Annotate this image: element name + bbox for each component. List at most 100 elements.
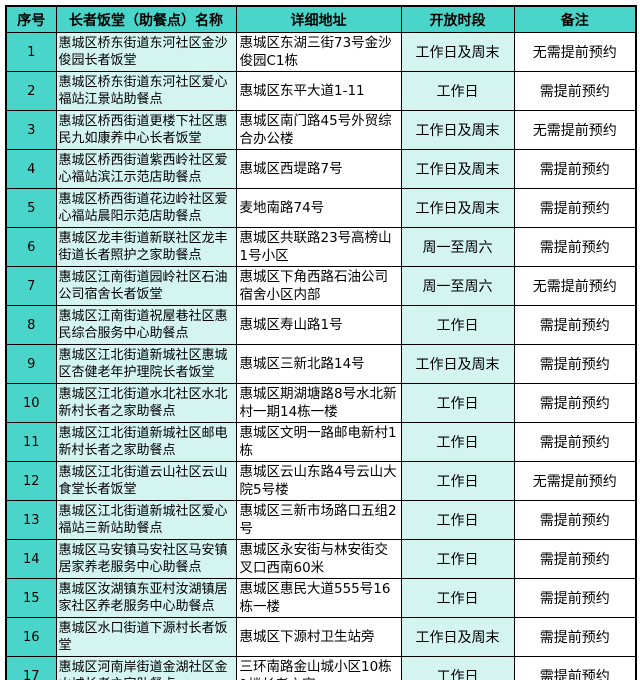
- cell-index: 13: [5, 500, 57, 540]
- cell-note: 无需提前预约: [513, 461, 637, 501]
- cell-address: 惠城区永安街与林安街交叉口西南60米: [235, 539, 402, 579]
- table-row: 12 惠城区江北街道云山社区云山食堂长者饭堂 惠城区云山东路4号云山大院5号楼 …: [5, 461, 637, 501]
- cell-hours: 工作日: [400, 500, 515, 540]
- cell-note: 无需提前预约: [513, 32, 637, 72]
- cell-address: 惠城区东湖三街73号金沙俊园C1栋: [235, 32, 402, 72]
- cell-index: 11: [5, 422, 57, 462]
- cell-address: 惠城区下角西路石油公司宿舍小区内部: [235, 266, 402, 306]
- cell-index: 2: [5, 71, 57, 111]
- cell-index: 1: [5, 32, 57, 72]
- cell-index: 12: [5, 461, 57, 501]
- table-row: 17 惠城区河南岸街道金湖社区金山城长者之家助餐点 三环南路金山城小区10栋1楼…: [5, 656, 637, 680]
- cell-name: 惠城区桥西街道更楼下社区惠民九如康养中心长者饭堂: [55, 110, 237, 150]
- table-row: 6 惠城区龙丰街道新联社区龙丰街道长者照护之家助餐点 惠城区共联路23号高榜山1…: [5, 227, 637, 267]
- table-row: 5 惠城区桥西街道花边岭社区爱心福站晨阳示范店助餐点 麦地南路74号 工作日及周…: [5, 188, 637, 228]
- table-row: 13 惠城区江北街道新城社区爱心福站三新站助餐点 惠城区三新市场路口五组2号 工…: [5, 500, 637, 540]
- table-row: 14 惠城区马安镇马安社区马安镇居家养老服务中心助餐点 惠城区永安街与林安街交叉…: [5, 539, 637, 579]
- table-row: 9 惠城区江北街道新城社区惠城区杏健老年护理院长者饭堂 惠城区三新北路14号 工…: [5, 344, 637, 384]
- cell-name: 惠城区江北街道水北社区水北新村长者之家助餐点: [55, 383, 237, 423]
- cell-note: 需提前预约: [513, 656, 637, 680]
- cell-index: 16: [5, 617, 57, 657]
- cell-hours: 工作日: [400, 305, 515, 345]
- cell-address: 惠城区东平大道1-11: [235, 71, 402, 111]
- column-header-address: 详细地址: [235, 5, 402, 33]
- column-header-hours: 开放时段: [400, 5, 515, 33]
- cell-hours: 工作日及周末: [400, 188, 515, 228]
- cell-address: 惠城区南门路45号外贸综合办公楼: [235, 110, 402, 150]
- table-row: 3 惠城区桥西街道更楼下社区惠民九如康养中心长者饭堂 惠城区南门路45号外贸综合…: [5, 110, 637, 150]
- cell-name: 惠城区水口街道下源村长者饭堂: [55, 617, 237, 657]
- cell-address: 惠城区三新北路14号: [235, 344, 402, 384]
- cell-note: 需提前预约: [513, 578, 637, 618]
- column-header-name: 长者饭堂（助餐点）名称: [55, 5, 237, 33]
- cell-note: 需提前预约: [513, 344, 637, 384]
- table-row: 16 惠城区水口街道下源村长者饭堂 惠城区下源村卫生站旁 工作日及周末 需提前预…: [5, 617, 637, 657]
- cell-name: 惠城区江北街道新城社区惠城区杏健老年护理院长者饭堂: [55, 344, 237, 384]
- cell-index: 3: [5, 110, 57, 150]
- cell-name: 惠城区桥西街道紫西岭社区爱心福站滨江示范店助餐点: [55, 149, 237, 189]
- cell-note: 需提前预约: [513, 188, 637, 228]
- cell-hours: 工作日及周末: [400, 344, 515, 384]
- cell-address: 惠城区惠民大道555号16栋一楼: [235, 578, 402, 618]
- cell-note: 需提前预约: [513, 71, 637, 111]
- table-row: 10 惠城区江北街道水北社区水北新村长者之家助餐点 惠城区期湖塘路8号水北新村一…: [5, 383, 637, 423]
- cell-address: 麦地南路74号: [235, 188, 402, 228]
- cell-address: 惠城区西堤路7号: [235, 149, 402, 189]
- table-row: 11 惠城区江北街道新城社区邮电新村长者之家助餐点 惠城区文明一路邮电新村1栋 …: [5, 422, 637, 462]
- table-row: 8 惠城区江南街道祝屋巷社区惠民综合服务中心助餐点 惠城区寿山路1号 工作日 需…: [5, 305, 637, 345]
- cell-name: 惠城区马安镇马安社区马安镇居家养老服务中心助餐点: [55, 539, 237, 579]
- cell-note: 需提前预约: [513, 539, 637, 579]
- cell-index: 15: [5, 578, 57, 618]
- cell-name: 惠城区江北街道云山社区云山食堂长者饭堂: [55, 461, 237, 501]
- cell-index: 9: [5, 344, 57, 384]
- cell-address: 惠城区共联路23号高榜山1号小区: [235, 227, 402, 267]
- cell-index: 17: [5, 656, 57, 680]
- cell-index: 5: [5, 188, 57, 228]
- cell-index: 6: [5, 227, 57, 267]
- cell-hours: 工作日: [400, 578, 515, 618]
- cell-hours: 工作日: [400, 422, 515, 462]
- cell-address: 惠城区文明一路邮电新村1栋: [235, 422, 402, 462]
- cell-name: 惠城区汝湖镇东亚村汝湖镇居家社区养老服务中心助餐点: [55, 578, 237, 618]
- cell-note: 需提前预约: [513, 500, 637, 540]
- cell-hours: 工作日及周末: [400, 32, 515, 72]
- cell-address: 惠城区云山东路4号云山大院5号楼: [235, 461, 402, 501]
- cell-name: 惠城区桥西街道花边岭社区爱心福站晨阳示范店助餐点: [55, 188, 237, 228]
- canteen-table: 序号 长者饭堂（助餐点）名称 详细地址 开放时段 备注 1 惠城区桥东街道东河社…: [5, 5, 637, 680]
- cell-name: 惠城区江北街道新城社区爱心福站三新站助餐点: [55, 500, 237, 540]
- cell-note: 无需提前预约: [513, 266, 637, 306]
- cell-hours: 工作日: [400, 656, 515, 680]
- cell-address: 三环南路金山城小区10栋1楼长者之家: [235, 656, 402, 680]
- cell-name: 惠城区龙丰街道新联社区龙丰街道长者照护之家助餐点: [55, 227, 237, 267]
- cell-note: 需提前预约: [513, 305, 637, 345]
- table-row: 1 惠城区桥东街道东河社区金沙俊园长者饭堂 惠城区东湖三街73号金沙俊园C1栋 …: [5, 32, 637, 72]
- cell-hours: 工作日及周末: [400, 149, 515, 189]
- column-header-index: 序号: [5, 5, 57, 33]
- table-row: 7 惠城区江南街道园岭社区石油公司宿舍长者饭堂 惠城区下角西路石油公司宿舍小区内…: [5, 266, 637, 306]
- cell-hours: 周一至周六: [400, 227, 515, 267]
- header-row: 序号 长者饭堂（助餐点）名称 详细地址 开放时段 备注: [5, 5, 637, 33]
- cell-name: 惠城区江南街道祝屋巷社区惠民综合服务中心助餐点: [55, 305, 237, 345]
- cell-name: 惠城区河南岸街道金湖社区金山城长者之家助餐点: [55, 656, 237, 680]
- cell-note: 需提前预约: [513, 149, 637, 189]
- cell-note: 需提前预约: [513, 227, 637, 267]
- cell-hours: 工作日: [400, 71, 515, 111]
- cell-note: 需提前预约: [513, 617, 637, 657]
- cell-hours: 周一至周六: [400, 266, 515, 306]
- cell-hours: 工作日及周末: [400, 617, 515, 657]
- cell-name: 惠城区桥东街道东河社区爱心福站江景站助餐点: [55, 71, 237, 111]
- cell-index: 7: [5, 266, 57, 306]
- table-row: 15 惠城区汝湖镇东亚村汝湖镇居家社区养老服务中心助餐点 惠城区惠民大道555号…: [5, 578, 637, 618]
- table-row: 2 惠城区桥东街道东河社区爱心福站江景站助餐点 惠城区东平大道1-11 工作日 …: [5, 71, 637, 111]
- cell-name: 惠城区桥东街道东河社区金沙俊园长者饭堂: [55, 32, 237, 72]
- cell-address: 惠城区寿山路1号: [235, 305, 402, 345]
- column-header-note: 备注: [513, 5, 637, 33]
- cell-note: 需提前预约: [513, 422, 637, 462]
- cell-hours: 工作日: [400, 539, 515, 579]
- cell-index: 14: [5, 539, 57, 579]
- cell-address: 惠城区下源村卫生站旁: [235, 617, 402, 657]
- cell-hours: 工作日: [400, 461, 515, 501]
- cell-name: 惠城区江北街道新城社区邮电新村长者之家助餐点: [55, 422, 237, 462]
- cell-hours: 工作日及周末: [400, 110, 515, 150]
